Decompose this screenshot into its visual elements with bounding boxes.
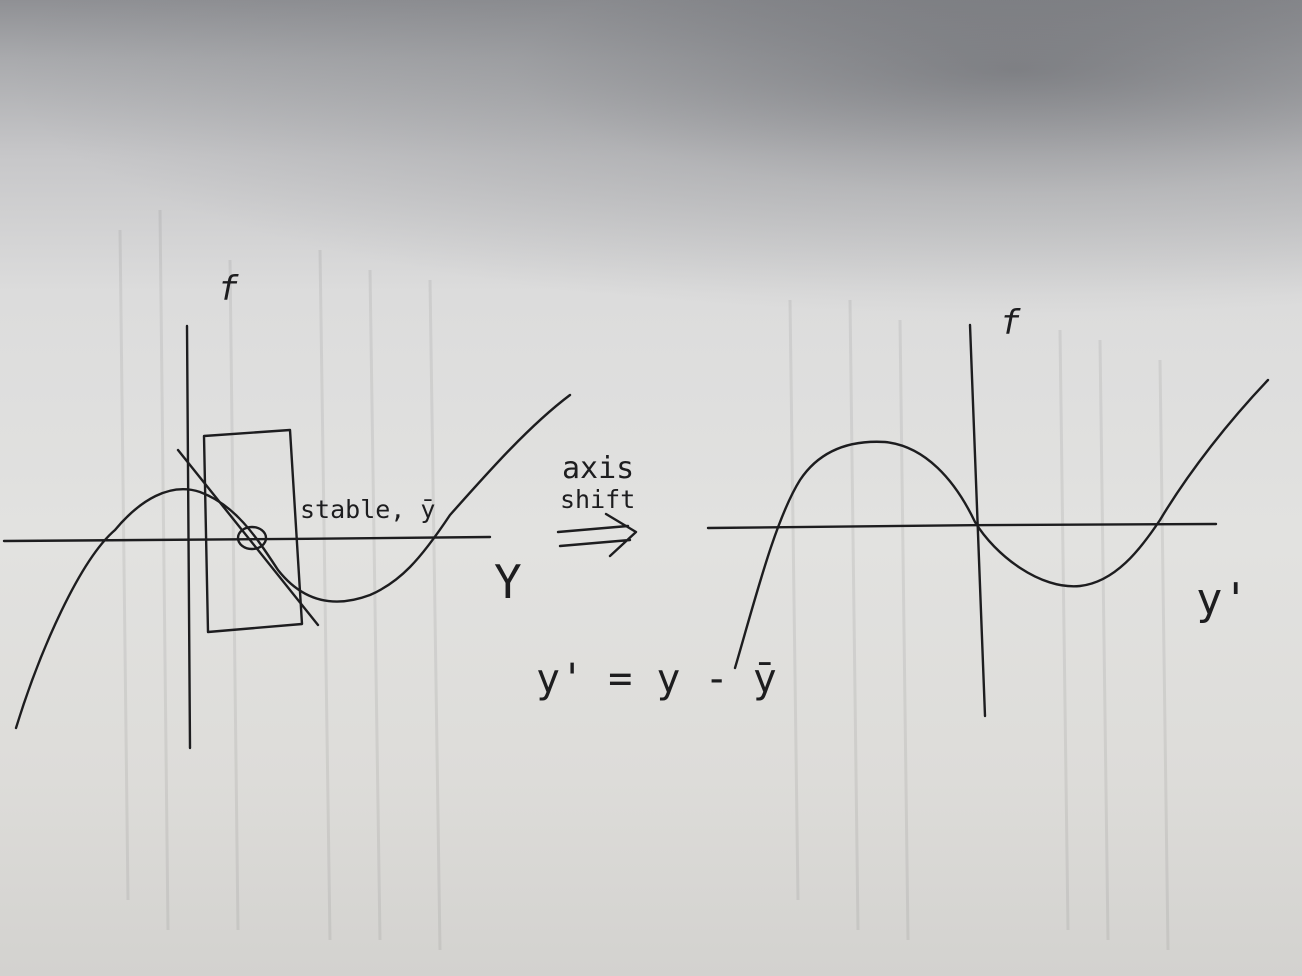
right-plot: f y' xyxy=(706,303,1270,718)
right-yprime-label: y' xyxy=(1196,574,1249,625)
tangent-line xyxy=(176,448,320,627)
axis-label: axis xyxy=(562,451,634,486)
equation: y' = y - ȳ xyxy=(536,656,777,702)
left-y-label: Y xyxy=(494,555,522,609)
stable-annotation: stable, ȳ xyxy=(300,495,435,524)
right-curve xyxy=(733,378,1270,670)
left-horizontal-axis xyxy=(2,535,492,543)
zoom-rectangle xyxy=(202,428,304,634)
right-horizontal-axis xyxy=(706,522,1218,530)
right-vertical-axis xyxy=(968,323,987,718)
left-curve xyxy=(14,393,572,730)
right-f-label: f xyxy=(1000,303,1021,343)
double-arrow xyxy=(556,512,638,558)
shift-label: shift xyxy=(560,485,635,514)
equilibrium-circle xyxy=(236,525,268,551)
left-vertical-axis xyxy=(185,324,192,750)
left-f-label: f xyxy=(218,269,239,309)
left-plot: f Y stable, ȳ xyxy=(2,269,572,750)
shadow-overlay xyxy=(0,0,1302,320)
axis-shift-group: axis shift y' = y - ȳ xyxy=(536,451,777,702)
